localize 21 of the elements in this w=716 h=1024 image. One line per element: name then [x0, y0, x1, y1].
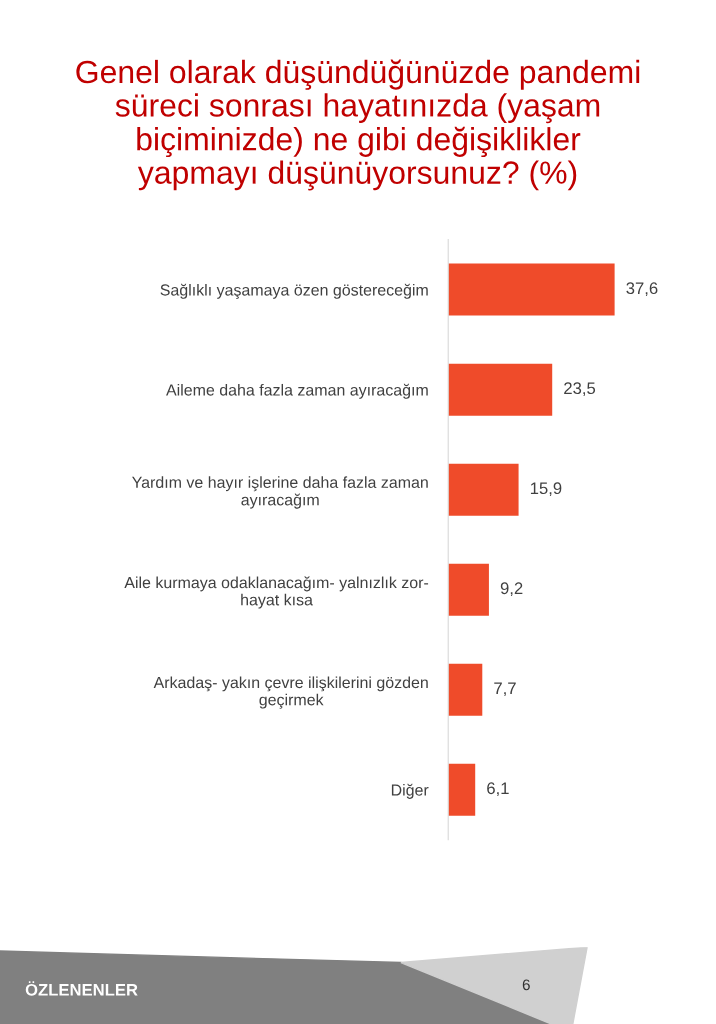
y-tick-label: Aile kurmaya odaklanacağım- yalnızlık zor- hayat kısa — [124, 576, 429, 609]
y-tick-label: Yardım ve hayır işlerine daha fazla zaman ayıracağım — [132, 476, 428, 509]
text: ÖZLENENLER — [25, 981, 138, 996]
data-label: 6,1 — [487, 782, 509, 797]
data-label: 37,6 — [626, 282, 658, 297]
bar — [448, 563, 489, 616]
data-label: 15,9 — [530, 482, 562, 497]
bar — [448, 763, 476, 816]
y-tick-label: Diğer — [391, 783, 429, 799]
bar — [448, 663, 483, 716]
data-label: 23,5 — [564, 382, 596, 397]
y-tick-label: Aileme daha fazla zaman ayıracağım — [166, 383, 428, 399]
bar — [448, 463, 519, 516]
bar — [448, 363, 553, 416]
chart-title: Genel olarak düşündüğünüzde pandemi süreci sonrası hayatınızda (yaşam biçiminizde) ne gibi değişiklikler yapmayı düşünüyorsunuz? (%) — [76, 59, 640, 191]
text: 6 — [522, 979, 530, 991]
y-tick-label: Arkadaş- yakın çevre ilişkilerini gözden geçirmek — [153, 676, 428, 709]
y-tick-label: Sağlıklı yaşamaya özen göstereceğim — [160, 283, 428, 299]
bar — [448, 263, 615, 316]
data-label: 7,7 — [494, 682, 516, 697]
data-label: 9,2 — [500, 582, 523, 597]
